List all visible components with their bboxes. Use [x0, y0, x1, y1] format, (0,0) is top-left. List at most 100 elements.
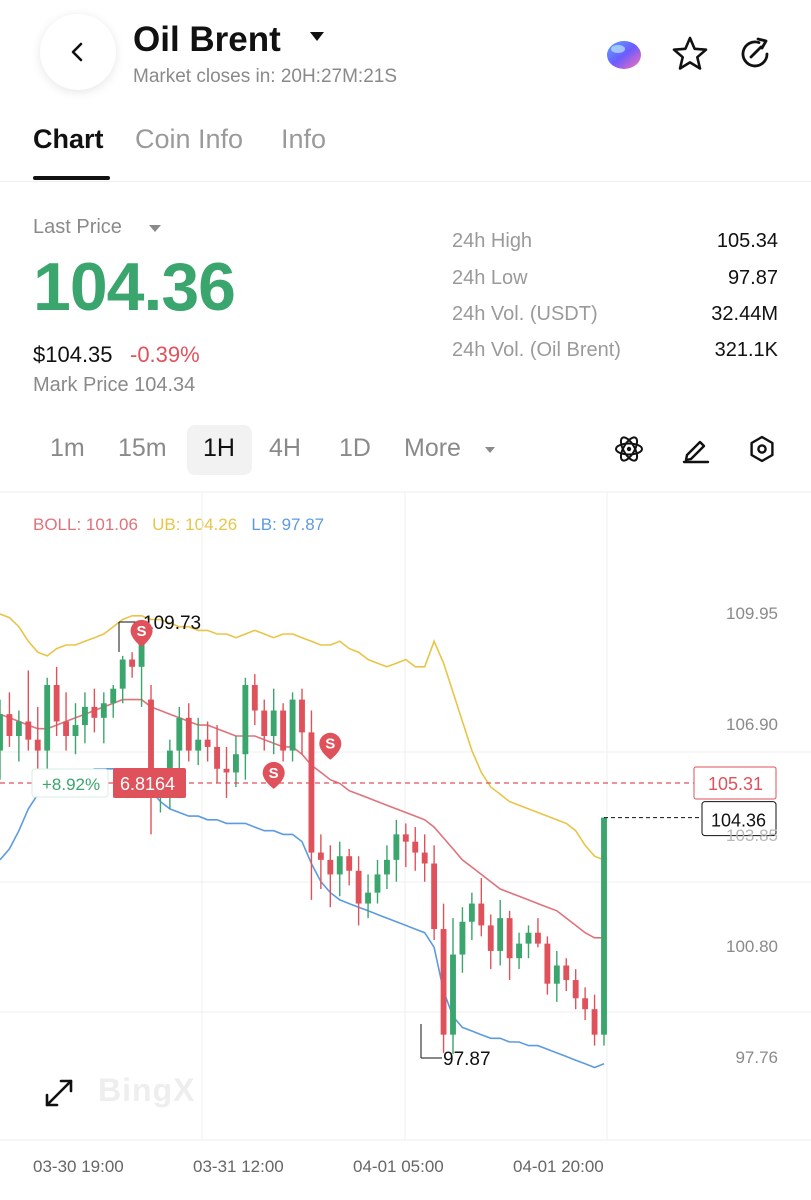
interval-1h[interactable]: 1H	[203, 434, 235, 462]
candle-body	[468, 903, 475, 922]
ai-assistant-button[interactable]	[604, 34, 644, 74]
draw-button[interactable]	[679, 432, 713, 466]
page-title[interactable]: Oil Brent	[133, 20, 281, 59]
candle-body	[53, 685, 60, 722]
candle-body	[6, 714, 13, 737]
candle-body	[563, 965, 570, 981]
stat-value-vol-oil: 321.1K	[714, 339, 778, 361]
candle-body	[34, 739, 41, 751]
ai-orb-icon	[607, 41, 641, 69]
market-close-countdown: Market closes in: 20H:27M:21S	[133, 66, 398, 87]
candle-body	[384, 859, 390, 875]
candle-body	[535, 932, 541, 944]
interval-more[interactable]: More	[404, 434, 461, 462]
candle-body	[110, 688, 117, 704]
pnl-percent-label: +8.92%	[42, 775, 100, 794]
x-tick-label: 04-01 05:00	[353, 1157, 444, 1176]
candle-body	[497, 918, 504, 951]
stat-value-high: 105.34	[716, 230, 778, 252]
candle-body	[261, 710, 268, 737]
candle-body	[185, 717, 192, 751]
expand-arrows-icon	[45, 1079, 73, 1107]
candle-body	[100, 703, 107, 718]
candle-body	[214, 746, 220, 769]
candle-body	[44, 685, 51, 751]
last-price-value: 104.36	[33, 249, 236, 325]
candle-body	[525, 932, 532, 944]
candle-body	[440, 929, 447, 1035]
candle-body	[506, 918, 513, 959]
boll-mid-label: BOLL: 101.06	[33, 515, 138, 534]
boll-ub-label: UB: 104.26	[152, 515, 238, 534]
stat-value-vol-usdt: 32.44M	[711, 303, 778, 325]
candle-body	[223, 768, 230, 773]
candle-body	[242, 685, 249, 755]
interval-15m[interactable]: 15m	[118, 434, 167, 462]
candle-body	[544, 943, 551, 984]
y-tick-label: 100.80	[726, 937, 778, 956]
candle-body	[450, 954, 456, 1035]
dropdown-caret-icon[interactable]	[308, 30, 326, 44]
share-button[interactable]	[736, 34, 776, 74]
fullscreen-button[interactable]	[42, 1076, 76, 1110]
candle-body	[487, 925, 494, 951]
candle-body	[601, 817, 607, 1035]
candle-body	[516, 943, 522, 959]
indicator-button[interactable]	[612, 432, 646, 466]
more-caret-icon[interactable]	[484, 446, 496, 455]
favorite-button[interactable]	[670, 34, 710, 74]
entry-price-label: 105.31	[708, 774, 763, 794]
y-tick-label: 109.95	[726, 604, 778, 623]
candle-body	[591, 1009, 598, 1035]
candle-body	[582, 998, 589, 1010]
pnl-badge	[31, 768, 109, 798]
tab-coin-info[interactable]: Coin Info	[135, 124, 244, 154]
interval-4h[interactable]: 4H	[269, 434, 301, 462]
back-button[interactable]	[40, 14, 116, 90]
candle-body	[251, 685, 258, 711]
tab-info[interactable]: Info	[281, 124, 327, 154]
boll-legend: BOLL: 101.06 UB: 104.26 LB: 97.87	[33, 515, 324, 535]
tab-chart[interactable]: Chart	[33, 124, 104, 154]
candle-body	[336, 856, 343, 875]
settings-icon	[750, 435, 774, 463]
candle-body	[459, 921, 466, 955]
candle-body	[478, 903, 485, 926]
x-tick-label: 04-01 20:00	[513, 1157, 604, 1176]
candle-body	[572, 980, 579, 999]
stat-label-vol-usdt: 24h Vol. (USDT)	[452, 303, 598, 325]
interval-1m[interactable]: 1m	[50, 434, 85, 462]
y-tick-label: 103.85	[726, 826, 778, 845]
candle-body	[25, 721, 32, 740]
candle-body	[15, 721, 22, 737]
entry-price-tag	[693, 766, 777, 800]
y-tick-label: 106.90	[726, 715, 778, 734]
candle-body	[553, 965, 560, 984]
candle-body	[129, 659, 136, 667]
boll-lb-label: LB: 97.87	[251, 515, 325, 534]
last-price-selector[interactable]: Last Price	[33, 216, 122, 238]
candle-body	[374, 874, 381, 893]
sell-marker-label: S	[325, 736, 335, 753]
candle-body	[421, 852, 428, 864]
interval-1d[interactable]: 1D	[339, 434, 371, 462]
stat-label-vol-oil: 24h Vol. (Oil Brent)	[452, 339, 621, 361]
candle-body	[299, 699, 305, 733]
candle-body	[393, 834, 400, 860]
candle-body	[0, 714, 3, 751]
candle-body	[91, 706, 98, 718]
chart-settings-button[interactable]	[745, 432, 779, 466]
candle-body	[317, 852, 324, 860]
sell-marker-label: S	[137, 623, 147, 640]
candle-body	[402, 834, 409, 842]
mark-price: Mark Price 104.34	[33, 374, 196, 396]
candle-body	[72, 725, 79, 737]
share-icon	[741, 37, 769, 68]
candle-body	[327, 859, 334, 875]
sell-marker	[319, 732, 342, 760]
chevron-down-icon[interactable]	[148, 224, 162, 234]
active-tab-indicator	[33, 176, 110, 180]
candle-body	[233, 754, 239, 773]
x-tick-label: 03-30 19:00	[33, 1157, 124, 1176]
